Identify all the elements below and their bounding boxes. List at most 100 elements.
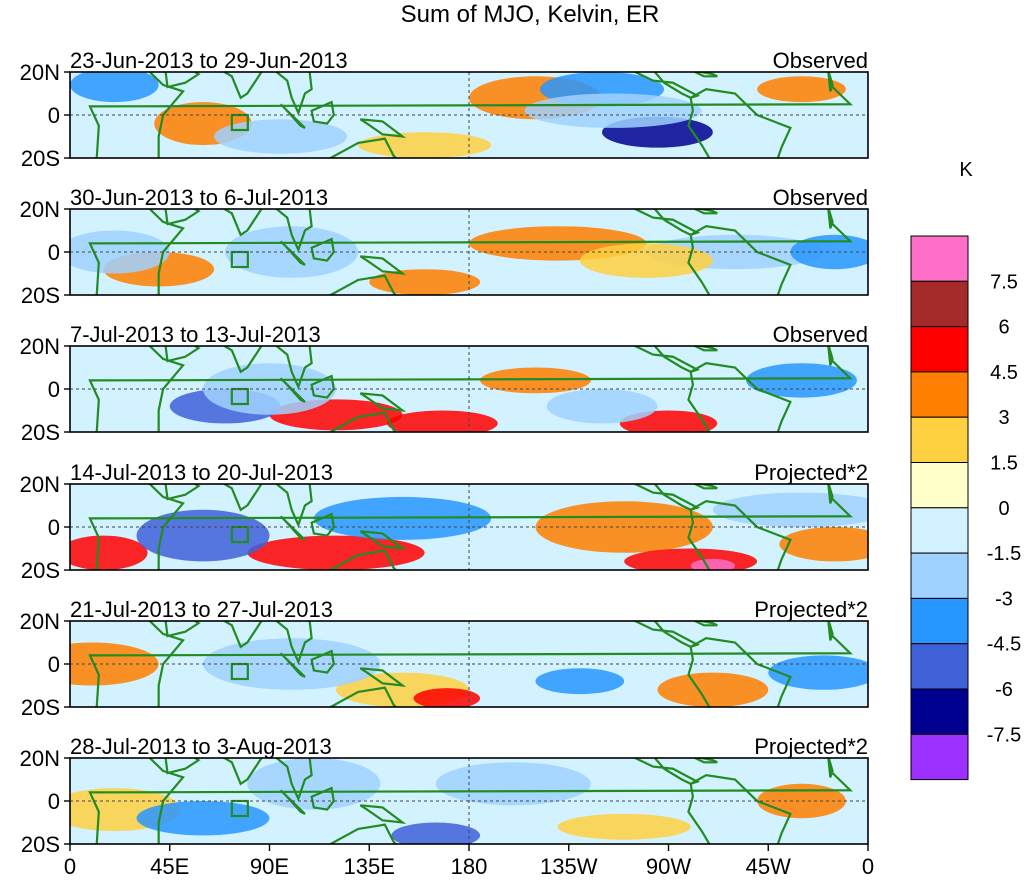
anomaly-patch: [657, 672, 769, 707]
lat-label: 20N: [20, 334, 60, 359]
coastline: [328, 549, 398, 570]
anomaly-patch: [136, 801, 270, 836]
coastline: [164, 758, 201, 775]
colorbar-box: [910, 507, 969, 554]
anomaly-patch: [757, 76, 846, 103]
colorbar-tick-label: -7.5: [987, 724, 1021, 746]
coastline: [687, 88, 792, 158]
panel-source-label: Observed: [773, 48, 868, 73]
colorbar-box: [910, 326, 969, 373]
coastline: [692, 346, 718, 352]
coastline: [827, 209, 834, 229]
coastline: [222, 484, 263, 512]
colorbar-ticks: 7.5 6 4.5 3 1.5 0 -1.5 -3 -4.5 -6 -7.5: [987, 271, 1021, 746]
map-panel: 20N 0 20S 7-Jul-2013 to 13-Jul-2013 Observed: [20, 322, 869, 445]
colorbar-tick-label: -4.5: [987, 634, 1021, 656]
colorbar-tick-label: -3: [995, 588, 1013, 610]
coastline: [328, 823, 398, 844]
map-panel: 20N 0 20S 21-Jul-2013 to 27-Jul-2013 Project…: [20, 597, 869, 720]
anomaly-patch: [690, 558, 735, 570]
map-panel: 20N 0 20S 23-Jun-2013 to 29-Jun-2013 Observe…: [20, 48, 869, 171]
coastline: [222, 758, 263, 786]
lat-label: 20S: [21, 146, 60, 171]
colorbar-tick-label: 1.5: [990, 453, 1018, 475]
lon-label: 45E: [150, 854, 189, 879]
lon-label: 90E: [250, 854, 289, 879]
lat-label: 0: [48, 652, 60, 677]
colorbar-tick-label: 4.5: [990, 362, 1018, 384]
anomaly-patch: [136, 509, 270, 562]
anomaly-patch: [480, 367, 591, 394]
coastline: [274, 209, 313, 253]
colorbar-box: [910, 643, 969, 690]
colorbar-tick-label: 7.5: [990, 271, 1018, 293]
coastline: [222, 346, 263, 374]
coastline: [164, 621, 201, 638]
coastline: [827, 72, 834, 92]
coastline: [328, 686, 398, 707]
panel-date-range: 14-Jul-2013 to 20-Jul-2013: [70, 460, 333, 485]
coastline: [328, 137, 398, 158]
lat-label: 0: [48, 103, 60, 128]
lat-label: 20S: [21, 695, 60, 720]
colorbar-box: [910, 552, 969, 599]
map-panel: 20N 0 20S 14-Jul-2013 to 20-Jul-2013 Project…: [20, 460, 869, 583]
colorbar-box: [910, 462, 969, 509]
coastline: [359, 118, 407, 139]
coastline: [310, 374, 335, 399]
coastline: [310, 100, 335, 125]
coastline: [279, 652, 306, 678]
coastline: [164, 346, 201, 363]
coastline: [827, 758, 834, 778]
lon-label: 135E: [344, 854, 395, 879]
colorbar-legend: K 7.5 6 4.5 3 1.5 0 -1.5 -3 -4.5 -6 -7.5: [910, 159, 1021, 781]
coastline: [310, 512, 335, 537]
anomaly-patch: [247, 758, 381, 810]
lat-label: 20N: [20, 60, 60, 85]
coastline: [274, 72, 313, 116]
colorbar-tick-label: 6: [998, 317, 1009, 339]
lon-label: 180: [451, 854, 488, 879]
anomaly-patch: [524, 93, 702, 128]
anomaly-patch: [768, 655, 868, 690]
colorbar-box: [910, 416, 969, 464]
figure-title: Sum of MJO, Kelvin, ER: [401, 1, 660, 28]
coastline: [310, 649, 335, 674]
panel-date-range: 7-Jul-2013 to 13-Jul-2013: [70, 322, 321, 347]
colorbar-box: [910, 733, 969, 781]
lat-label: 20N: [20, 746, 60, 771]
coastline: [692, 72, 718, 78]
colorbar-tick-label: -1.5: [987, 543, 1021, 565]
lon-label: 45W: [746, 854, 791, 879]
lon-label: 135W: [540, 854, 598, 879]
lat-label: 0: [48, 240, 60, 265]
lat-label: 20N: [20, 472, 60, 497]
colorbar-tick-label: 0: [998, 498, 1009, 520]
anomaly-patch: [387, 410, 498, 432]
anomaly-patch: [70, 535, 148, 570]
anomaly-patch: [369, 269, 481, 295]
panel-date-range: 30-Jun-2013 to 6-Jul-2013: [70, 185, 328, 210]
colorbar-box: [910, 235, 969, 282]
coastline: [687, 774, 792, 844]
coastline: [359, 667, 407, 688]
coastline: [279, 515, 306, 541]
map-field: [70, 758, 868, 844]
panel-source-label: Projected*2: [754, 597, 868, 622]
coastline: [359, 255, 407, 276]
colorbar-tick-label: -6: [995, 679, 1013, 701]
coastline: [274, 621, 313, 665]
colorbar-box: [910, 280, 969, 328]
coastline: [692, 621, 718, 627]
coastline: [687, 225, 792, 295]
panel-source-label: Projected*2: [754, 734, 868, 759]
anomaly-patch: [790, 234, 868, 270]
panel-date-range: 28-Jul-2013 to 3-Aug-2013: [70, 734, 332, 759]
coastline: [279, 377, 306, 403]
panel-source-label: Observed: [773, 322, 868, 347]
anomaly-patch: [247, 535, 425, 570]
coastline: [222, 209, 263, 237]
lat-label: 20S: [21, 420, 60, 445]
panel-date-range: 23-Jun-2013 to 29-Jun-2013: [70, 48, 348, 73]
